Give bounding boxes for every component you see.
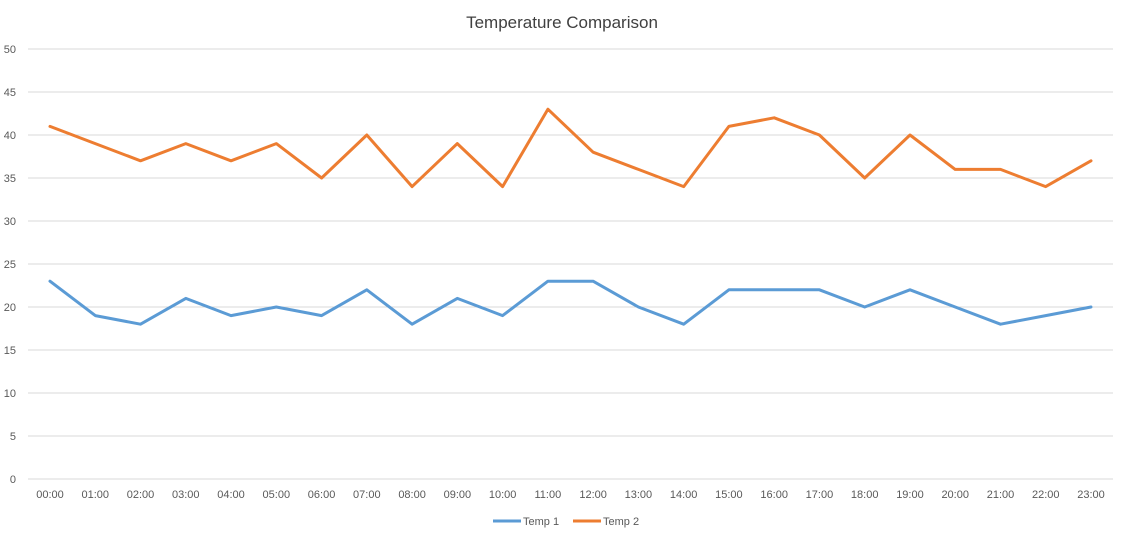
data-point <box>501 314 504 317</box>
x-tick-label: 22:00 <box>1032 489 1060 501</box>
data-point <box>818 134 821 137</box>
x-tick-label: 05:00 <box>263 489 291 501</box>
x-tick-label: 03:00 <box>172 489 200 501</box>
x-tick-label: 13:00 <box>625 489 653 501</box>
x-tick-label: 09:00 <box>444 489 472 501</box>
x-tick-label: 12:00 <box>579 489 607 501</box>
data-point <box>999 168 1002 171</box>
x-tick-label: 21:00 <box>987 489 1015 501</box>
x-tick-label: 00:00 <box>36 489 64 501</box>
data-point <box>230 314 233 317</box>
y-tick-label: 30 <box>4 216 16 228</box>
data-point <box>773 288 776 291</box>
data-point <box>727 288 730 291</box>
data-point <box>49 125 52 128</box>
y-axis: 0 5 10 15 20 25 30 35 40 45 50 <box>4 44 16 486</box>
x-tick-label: 01:00 <box>81 489 109 501</box>
data-point <box>863 177 866 180</box>
data-point <box>501 185 504 188</box>
data-point <box>999 323 1002 326</box>
x-tick-label: 08:00 <box>398 489 426 501</box>
x-tick-label: 14:00 <box>670 489 698 501</box>
data-point <box>456 297 459 300</box>
x-tick-label: 16:00 <box>760 489 788 501</box>
legend-item: Temp 1 <box>493 516 559 528</box>
series-lines <box>48 107 1093 326</box>
x-tick-label: 20:00 <box>941 489 969 501</box>
data-point <box>139 323 142 326</box>
data-point <box>94 142 97 145</box>
data-point <box>275 142 278 145</box>
y-tick-label: 45 <box>4 87 16 99</box>
data-point <box>1044 314 1047 317</box>
y-tick-label: 40 <box>4 130 16 142</box>
y-tick-label: 25 <box>4 259 16 271</box>
data-point <box>818 288 821 291</box>
data-point <box>411 185 414 188</box>
data-point <box>49 280 52 283</box>
data-point <box>773 116 776 119</box>
data-point <box>94 314 97 317</box>
data-point <box>320 314 323 317</box>
x-tick-label: 10:00 <box>489 489 517 501</box>
data-point <box>592 280 595 283</box>
data-point <box>546 108 549 111</box>
x-tick-label: 04:00 <box>217 489 245 501</box>
x-axis: 00:00 01:00 02:00 03:00 04:00 05:00 06:00 07:00… <box>36 489 1105 501</box>
x-tick-label: 06:00 <box>308 489 336 501</box>
data-point <box>954 168 957 171</box>
x-tick-label: 11:00 <box>535 489 562 501</box>
data-point <box>275 306 278 309</box>
data-point <box>139 159 142 162</box>
data-point <box>637 306 640 309</box>
x-tick-label: 15:00 <box>715 489 743 501</box>
data-point <box>908 288 911 291</box>
data-point <box>682 185 685 188</box>
data-point <box>727 125 730 128</box>
x-tick-label: 02:00 <box>127 489 155 501</box>
x-tick-label: 17:00 <box>806 489 834 501</box>
legend-item: Temp 2 <box>573 516 639 528</box>
data-point <box>1044 185 1047 188</box>
gridlines <box>28 48 1113 480</box>
y-tick-label: 20 <box>4 302 16 314</box>
x-tick-label: 18:00 <box>851 489 879 501</box>
legend-label: Temp 2 <box>603 516 639 528</box>
data-point <box>863 306 866 309</box>
data-point <box>365 288 368 291</box>
series-line-1 <box>48 279 1093 326</box>
data-point <box>411 323 414 326</box>
data-point <box>637 168 640 171</box>
data-point <box>184 297 187 300</box>
series-line-2 <box>48 107 1093 189</box>
data-point <box>230 159 233 162</box>
data-point <box>1090 159 1093 162</box>
y-tick-label: 15 <box>4 345 16 357</box>
chart-title: Temperature Comparison <box>466 13 658 32</box>
data-point <box>456 142 459 145</box>
data-point <box>365 134 368 137</box>
data-point <box>1090 306 1093 309</box>
data-point <box>546 280 549 283</box>
y-tick-label: 0 <box>10 474 16 486</box>
data-point <box>682 323 685 326</box>
x-tick-label: 23:00 <box>1077 489 1105 501</box>
data-point <box>184 142 187 145</box>
legend-label: Temp 1 <box>523 516 559 528</box>
y-tick-label: 35 <box>4 173 16 185</box>
legend: Temp 1 Temp 2 <box>493 516 639 528</box>
data-point <box>592 151 595 154</box>
y-tick-label: 5 <box>10 431 16 443</box>
y-tick-label: 10 <box>4 388 16 400</box>
data-point <box>320 177 323 180</box>
data-point <box>908 134 911 137</box>
x-tick-label: 07:00 <box>353 489 381 501</box>
y-tick-label: 50 <box>4 44 16 56</box>
x-tick-label: 19:00 <box>896 489 924 501</box>
data-point <box>954 306 957 309</box>
